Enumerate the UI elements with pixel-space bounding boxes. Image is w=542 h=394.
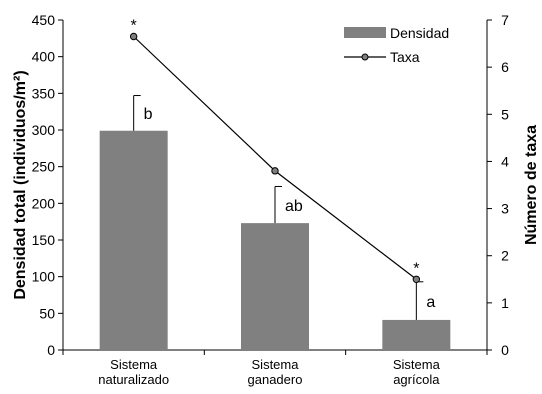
significance-label: a: [426, 294, 435, 311]
y2-tick-label: 7: [501, 12, 509, 28]
x-category-label: Sistema: [110, 357, 158, 372]
y-tick-label: 250: [32, 159, 56, 175]
legend-marker-taxa: [361, 53, 369, 61]
significance-star: *: [131, 18, 137, 35]
y2-axis-title: Número de taxa: [523, 125, 540, 245]
x-category-label: Sistema: [252, 357, 300, 372]
x-category-label: naturalizado: [98, 372, 169, 387]
y2-tick-label: 5: [501, 106, 509, 122]
significance-label: b: [144, 106, 153, 123]
significance-label: ab: [285, 198, 303, 215]
y2-tick-label: 4: [501, 153, 509, 169]
y2-tick-label: 6: [501, 59, 509, 75]
y-tick-label: 0: [47, 342, 55, 358]
y2-tick-label: 2: [501, 248, 509, 264]
y-axis-title: Densidad total (individuos/m²): [12, 70, 29, 299]
taxa-point: [412, 275, 421, 283]
x-category-label: agrícola: [393, 372, 440, 387]
y-tick-label: 300: [32, 122, 56, 138]
y-tick-label: 50: [39, 305, 55, 321]
bar: [99, 130, 168, 350]
y-tick-label: 150: [32, 232, 56, 248]
y-tick-label: 100: [32, 269, 56, 285]
bar: [382, 319, 451, 350]
legend-label-taxa: Taxa: [390, 49, 420, 65]
bars: [99, 95, 451, 350]
y-tick-label: 400: [32, 49, 56, 65]
y-tick-label: 450: [32, 12, 56, 28]
legend-swatch-density: [344, 27, 386, 38]
y-tick-label: 350: [32, 85, 56, 101]
line-series: [129, 32, 421, 283]
y2-tick-label: 3: [501, 201, 509, 217]
legend: Densidad Taxa: [344, 25, 449, 65]
taxa-point: [129, 32, 138, 41]
y2-tick-label: 0: [501, 342, 509, 358]
taxa-point: [271, 167, 279, 175]
y-tick-label: 200: [32, 195, 56, 211]
x-category-label: Sistema: [393, 357, 441, 372]
x-category-label: ganadero: [248, 372, 303, 387]
chart-labels: b ab a * *: [131, 18, 436, 311]
y2-tick-label: 1: [501, 295, 509, 311]
bar: [241, 223, 309, 350]
significance-star: *: [413, 260, 419, 277]
legend-label-density: Densidad: [390, 25, 449, 41]
